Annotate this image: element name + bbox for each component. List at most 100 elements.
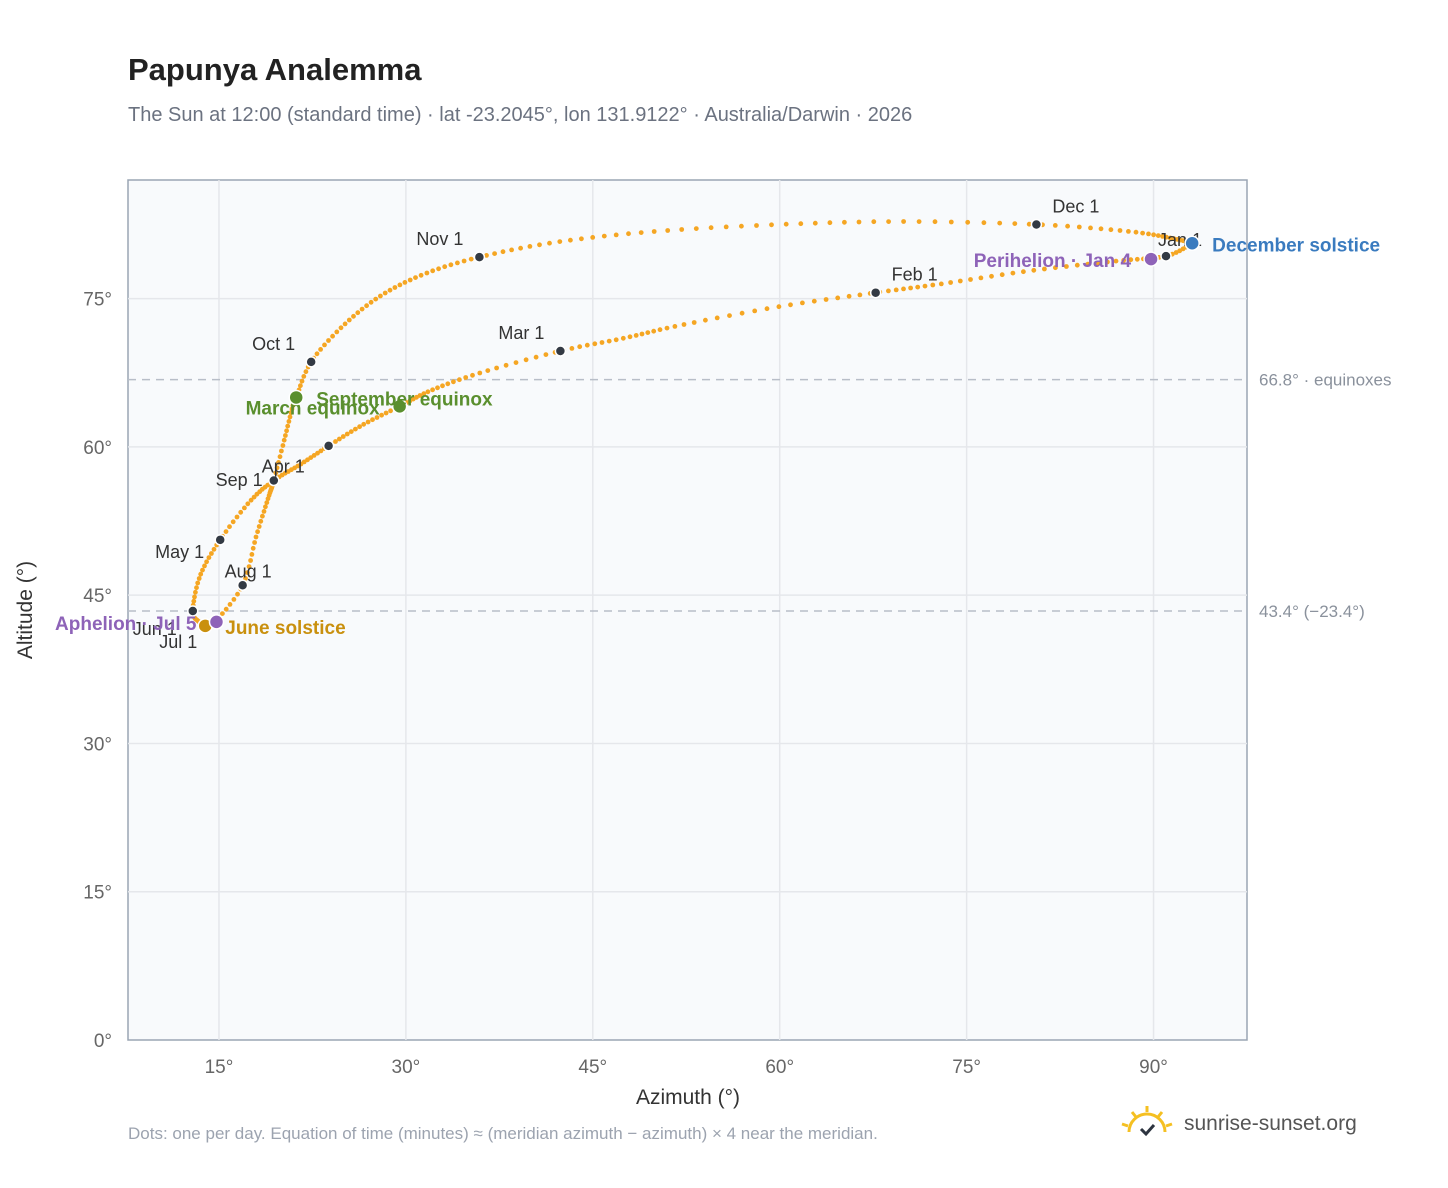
daily-dot (651, 328, 657, 334)
daily-dot (436, 266, 441, 272)
daily-dot (651, 229, 657, 234)
daily-dot (445, 381, 451, 387)
daily-dot (1065, 223, 1070, 229)
event-marker (1143, 251, 1159, 267)
daily-dot (981, 220, 987, 226)
daily-dot (191, 598, 197, 604)
daily-dot (285, 423, 291, 429)
daily-dot (537, 242, 542, 248)
daily-dot (346, 317, 352, 323)
daily-dot (1052, 223, 1058, 228)
daily-dot (231, 597, 237, 602)
daily-dot (893, 287, 899, 293)
month-marker-label: Sep 1 (216, 470, 263, 490)
daily-dot (357, 424, 362, 430)
daily-dot (195, 580, 201, 586)
daily-dot (255, 529, 260, 535)
daily-dot (886, 219, 891, 225)
daily-dot (788, 302, 793, 308)
daily-dot (277, 454, 283, 460)
daily-dot (234, 514, 240, 520)
daily-dot (461, 258, 467, 264)
daily-dot (948, 280, 953, 285)
daily-dot (334, 329, 340, 335)
chart-title: Papunya Analemma (128, 52, 422, 87)
daily-dot (273, 470, 279, 476)
daily-dot (533, 354, 539, 360)
daily-dot (957, 278, 963, 284)
daily-dot (351, 313, 356, 319)
daily-dot (264, 500, 270, 505)
daily-dot (276, 460, 281, 465)
daily-dot (693, 226, 699, 232)
daily-dot (227, 524, 232, 530)
daily-dot (639, 331, 645, 337)
daily-dot (568, 237, 573, 243)
daily-dot (333, 439, 338, 444)
event-label: September equinox (316, 389, 493, 410)
daily-dot (223, 529, 229, 534)
daily-dot (1113, 258, 1119, 264)
daily-dot (606, 338, 612, 344)
daily-dot (370, 417, 375, 423)
sun-logo-icon (1121, 1106, 1173, 1137)
daily-dot (387, 287, 393, 293)
daily-dot (298, 383, 303, 389)
daily-dot (330, 333, 335, 339)
daily-dot (1108, 227, 1114, 233)
daily-dot (440, 383, 445, 389)
daily-dot (263, 504, 268, 510)
daily-dot (359, 306, 365, 312)
daily-dot (1105, 259, 1110, 265)
daily-dot (518, 245, 523, 251)
daily-dot (1021, 269, 1026, 275)
y-tick-label: 75° (83, 290, 112, 311)
daily-dot (288, 410, 294, 416)
daily-dot (299, 378, 305, 384)
brand[interactable]: sunrise-sunset.org (1120, 1104, 1357, 1144)
x-axis-label: Azimuth (°) (636, 1086, 740, 1109)
event-label: Perihelion · Jan 4 (974, 251, 1132, 272)
daily-dot (1134, 256, 1140, 262)
x-tick-label: 60° (765, 1057, 794, 1078)
daily-dot (543, 352, 549, 357)
daily-dot (378, 293, 383, 299)
daily-dot (397, 282, 403, 288)
plot-area (127, 179, 1248, 1041)
event-marker (288, 389, 304, 406)
x-tick-label: 15° (205, 1057, 234, 1078)
daily-dot (301, 374, 307, 379)
daily-dot (592, 341, 598, 347)
daily-dot (1117, 228, 1123, 233)
daily-dot (633, 333, 639, 338)
y-tick-label: 45° (83, 586, 112, 607)
daily-dot (908, 285, 913, 291)
daily-dot (227, 602, 233, 607)
daily-dot (340, 434, 346, 439)
daily-dot (1173, 250, 1179, 255)
y-tick-label: 0° (94, 1031, 112, 1052)
daily-dot (1146, 231, 1151, 237)
daily-dot (392, 285, 398, 290)
daily-dot (783, 221, 789, 227)
daily-dot (374, 415, 380, 420)
daily-dot (1155, 233, 1161, 239)
x-tick-label: 45° (578, 1057, 607, 1078)
daily-dot (1074, 262, 1080, 268)
daily-dot (258, 518, 264, 524)
daily-dot (344, 431, 350, 437)
event-marker (208, 614, 225, 630)
daily-dot (455, 260, 460, 266)
daily-dot (613, 337, 619, 343)
daily-dot (1133, 229, 1139, 235)
daily-dot (579, 236, 584, 242)
daily-dot (1128, 257, 1134, 263)
daily-dot (230, 519, 236, 525)
daily-dot (348, 429, 354, 434)
daily-dot (527, 244, 533, 249)
daily-dot (220, 611, 225, 616)
daily-dot (243, 576, 248, 581)
daily-dot (523, 357, 529, 363)
daily-dot (547, 240, 552, 246)
